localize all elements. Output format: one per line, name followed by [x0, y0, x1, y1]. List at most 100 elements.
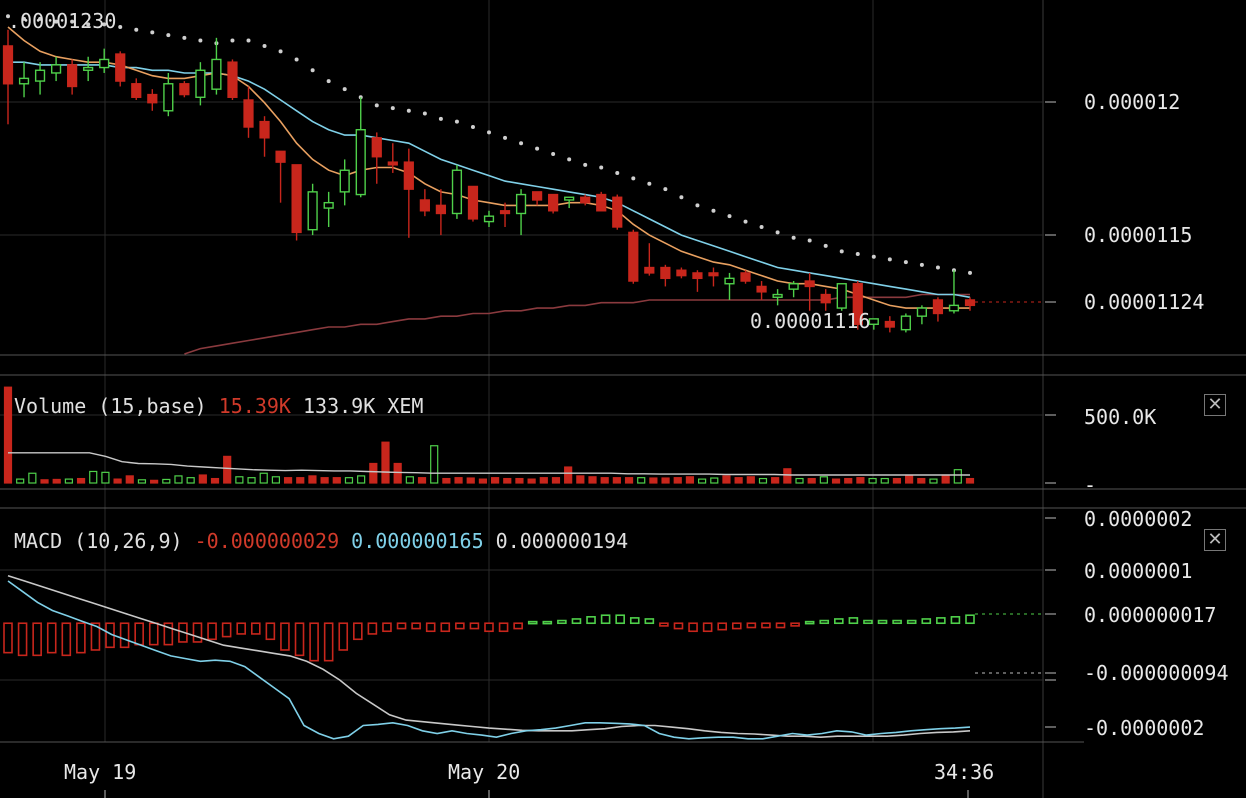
sar-dot: [935, 265, 940, 270]
macd-line-value: 0.000000165: [351, 529, 483, 553]
volume-bar: [710, 477, 719, 484]
sar-dot: [775, 230, 780, 235]
macd-histogram-bar: [731, 622, 742, 630]
candle-body: [788, 283, 799, 290]
candle-body: [419, 199, 430, 212]
volume-bar: [917, 477, 926, 484]
macd-histogram-bar: [877, 619, 888, 625]
sar-dot: [326, 79, 331, 84]
volume-panel[interactable]: Volume (15,base) 15.39K 133.9K XEM 500.0…: [3, 386, 1157, 497]
volume-bar: [3, 386, 13, 484]
macd-histogram-bar: [469, 622, 480, 630]
sar-dot: [86, 22, 91, 27]
candle-body: [499, 210, 511, 215]
macd-histogram-bar: [440, 622, 451, 633]
candle-body: [83, 66, 94, 71]
candle-body: [227, 61, 238, 98]
volume-bar: [576, 475, 585, 484]
volume-bar: [588, 476, 597, 484]
macd-histogram-bar: [396, 622, 407, 630]
volume-bar: [405, 476, 414, 484]
volume-title: Volume (15,base): [14, 394, 207, 418]
volume-bar: [442, 477, 451, 484]
macd-histogram-bar: [425, 622, 436, 633]
close-macd-button[interactable]: ✕: [1204, 529, 1226, 551]
volume-bar: [162, 478, 171, 484]
sar-dot: [695, 203, 700, 208]
volume-bar: [637, 477, 646, 484]
volume-bar: [564, 466, 573, 484]
macd-histogram-bar: [950, 616, 961, 625]
candle-body: [612, 196, 623, 228]
candle-body: [131, 83, 142, 98]
volume-bar: [125, 475, 134, 484]
sar-dot: [246, 38, 251, 43]
volume-bar: [795, 477, 804, 484]
sar-dot: [454, 119, 459, 124]
macd-histogram-bar: [659, 622, 669, 627]
sar-dot: [535, 146, 540, 151]
price-tick-label: 0.000012: [1084, 90, 1180, 114]
macd-title: MACD (10,26,9): [14, 529, 183, 553]
low-marker-label: 0.00001116: [750, 309, 870, 333]
top-price-label: .00001230: [8, 9, 116, 33]
sar-dot: [567, 157, 572, 162]
macd-tick-label: 0.0000001: [1084, 559, 1192, 583]
volume-bar: [64, 478, 73, 484]
sar-dot: [54, 19, 59, 24]
sar-dot: [711, 208, 716, 213]
sar-dot: [679, 195, 684, 200]
sar-dot: [663, 187, 668, 192]
sar-dot: [22, 16, 27, 21]
volume-avg-line: [8, 452, 970, 476]
volume-tick-label: -: [1084, 473, 1096, 497]
candle-body: [900, 315, 911, 331]
macd-histogram-bar: [717, 622, 728, 631]
volume-bar: [771, 477, 780, 484]
candle-body: [275, 150, 286, 163]
candle-body: [179, 83, 190, 96]
macd-panel[interactable]: MACD (10,26,9) -0.000000029 0.000000165 …: [3, 507, 1229, 740]
sar-dot: [519, 141, 524, 146]
time-tick-label: May 20: [448, 760, 520, 784]
macd-histogram-bar: [221, 622, 232, 638]
macd-histogram-bar: [586, 616, 596, 625]
volume-bar: [880, 477, 889, 484]
candle-body: [451, 169, 463, 215]
volume-bar: [296, 477, 305, 484]
sar-dot: [70, 19, 75, 24]
candle-body: [836, 283, 847, 309]
volume-value-base: 133.9K XEM: [303, 394, 423, 418]
sar-dot: [198, 38, 203, 43]
macd-histogram-bar: [309, 622, 319, 662]
volume-bar: [965, 477, 975, 484]
volume-value-red: 15.39K: [219, 394, 291, 418]
volume-bar: [490, 477, 500, 484]
macd-legend: MACD (10,26,9) -0.000000029 0.000000165 …: [14, 529, 628, 553]
macd-histogram-bar: [906, 619, 917, 625]
candle-body: [772, 293, 783, 298]
price-panel[interactable]: .00001230 0.00001116 0.000012 0.0000115 …: [2, 9, 1205, 355]
time-axis: May 19 May 20 34:36: [64, 760, 994, 798]
macd-histogram-bar: [965, 614, 975, 625]
volume-bar: [174, 475, 183, 484]
sar-dot: [470, 125, 475, 130]
sar-dot: [631, 176, 636, 181]
sar-dot: [855, 252, 860, 257]
macd-histogram-bar: [367, 622, 378, 635]
macd-histogram-bar: [46, 622, 57, 654]
candle-body: [804, 280, 815, 288]
volume-tick-label: 500.0K: [1084, 405, 1156, 429]
sar-dot: [743, 219, 748, 224]
candle-body: [820, 293, 831, 304]
price-tick-label: 0.0000115: [1084, 223, 1192, 247]
volume-bar: [831, 478, 841, 484]
close-volume-button[interactable]: ✕: [1204, 394, 1226, 416]
macd-histogram-bar: [761, 622, 771, 629]
sar-dot: [839, 249, 844, 254]
volume-bar: [16, 478, 25, 484]
sar-dot: [390, 106, 395, 111]
macd-histogram-bar: [455, 622, 465, 630]
